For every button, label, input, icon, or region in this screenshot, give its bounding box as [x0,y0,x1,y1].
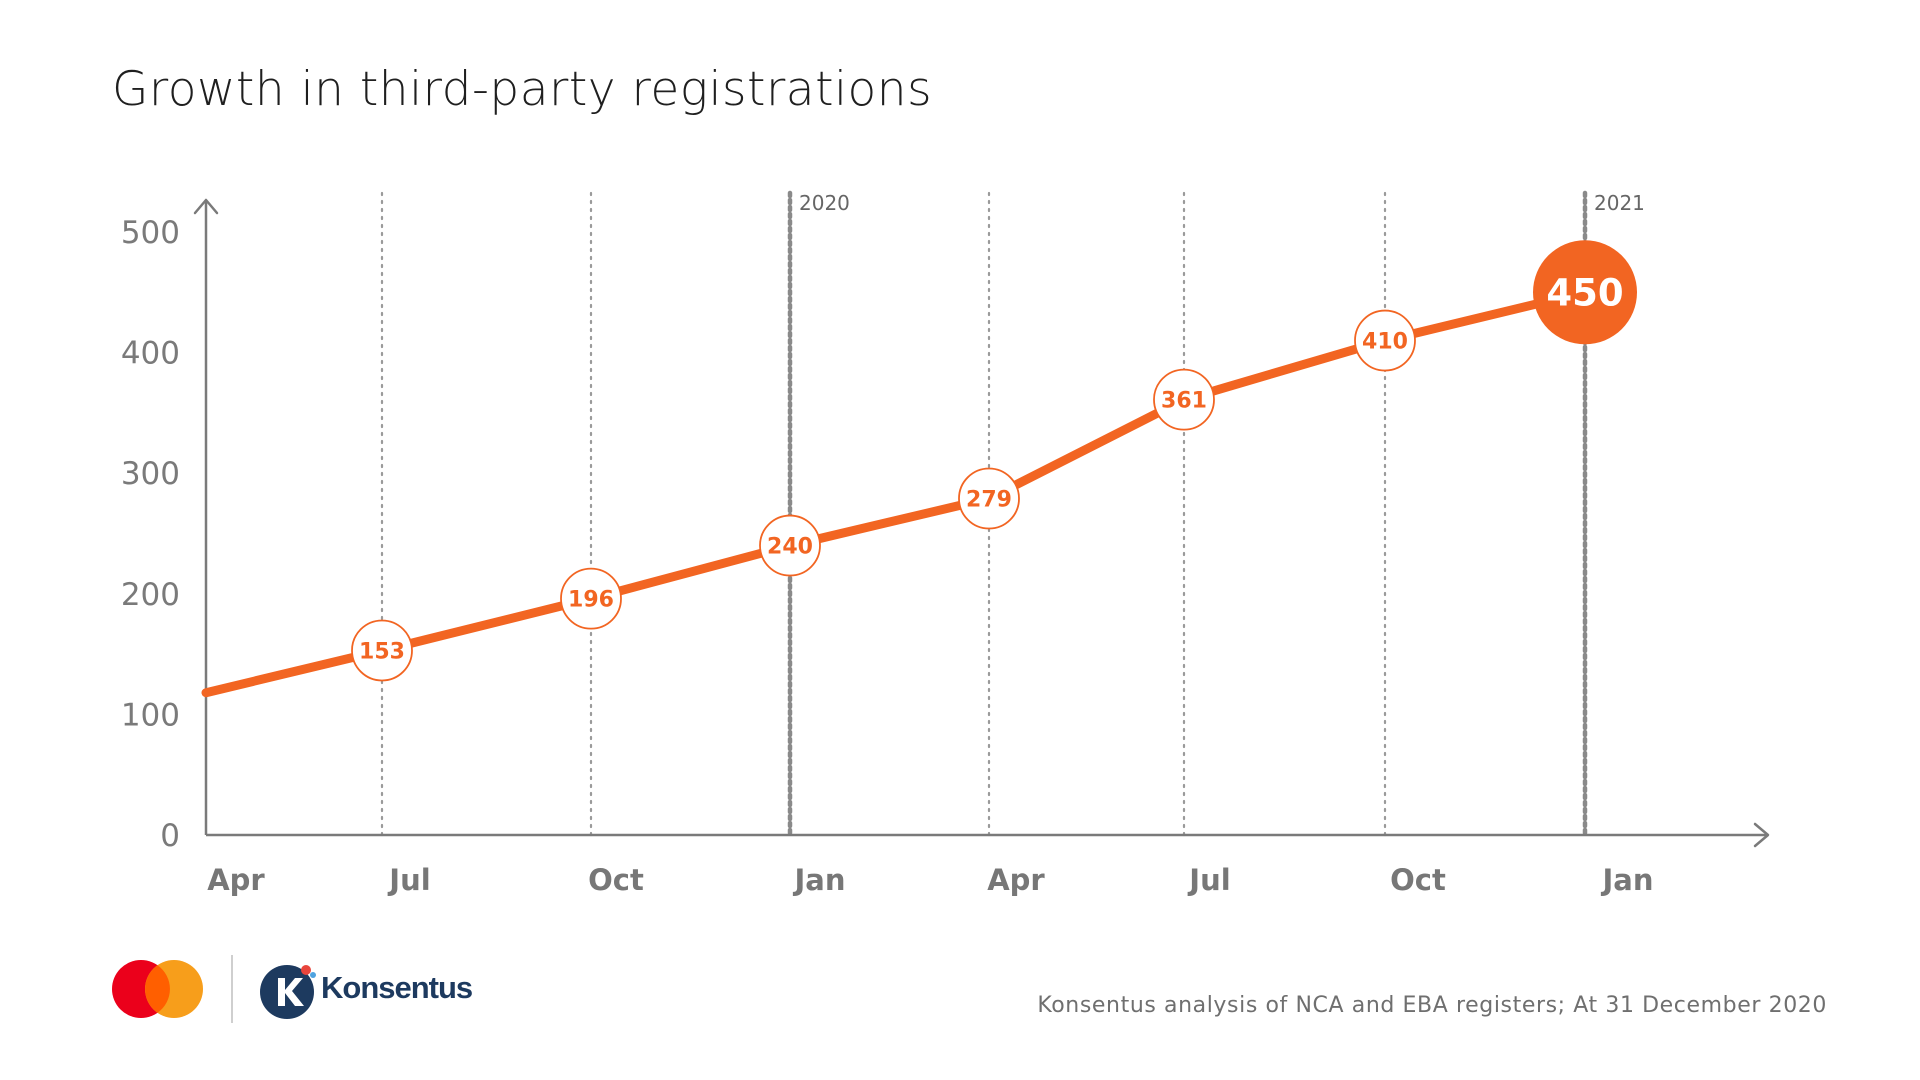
chart-title: Growth in third-party registrations [112,62,933,117]
data-series: 153 196 240 279 361 410 450 [201,240,1637,698]
x-tick-label: Oct [588,863,644,897]
series-line [201,287,1590,698]
y-axis-arrow [193,198,219,215]
x-tick-label: Jan [792,863,845,897]
y-tick-label: 200 [121,577,180,613]
data-point-marker [958,467,1020,530]
x-axis-arrow [1753,822,1770,848]
x-tick-label: Jan [1600,863,1653,897]
x-tick-label: Oct [1390,863,1446,897]
x-tick-label: Apr [207,863,265,897]
konsentus-wordmark: Konsentus [321,970,473,1005]
data-label: 450 [1546,271,1623,314]
source-note: Konsentus analysis of NCA and EBA regist… [1037,993,1827,1018]
data-point-marker [759,514,821,577]
mastercard-logo [112,960,203,1018]
data-point-marker [1153,368,1215,431]
data-label: 240 [767,535,813,560]
data-label: 279 [966,488,1012,513]
tick-labels: 2020 2021 0 100 200 300 400 500 Apr Jul Oct Jan Apr J… [121,191,1654,897]
axes [193,198,1770,848]
y-tick-label: 500 [121,215,180,251]
logo-divider [231,955,233,1023]
y-tick-label: 300 [121,456,180,492]
y-tick-label: 400 [121,336,180,372]
year-marker-label: 2021 [1594,191,1645,215]
y-tick-label: 100 [121,697,180,733]
data-label: 410 [1362,330,1408,355]
final-point-marker [1533,240,1637,345]
x-tick-label: Jul [1187,863,1230,897]
data-point-marker [351,619,413,682]
x-tick-label: Apr [987,863,1045,897]
data-label: 361 [1161,389,1207,414]
data-label: 196 [568,588,614,613]
data-point-marker [1354,309,1416,372]
konsentus-k-icon [260,965,316,1019]
x-tick-label: Jul [387,863,430,897]
data-label: 153 [359,639,405,664]
year-marker-label: 2020 [799,191,850,215]
y-tick-label: 0 [160,818,180,854]
footer-logos: Konsentus [110,955,510,1025]
data-point-marker [560,567,622,630]
